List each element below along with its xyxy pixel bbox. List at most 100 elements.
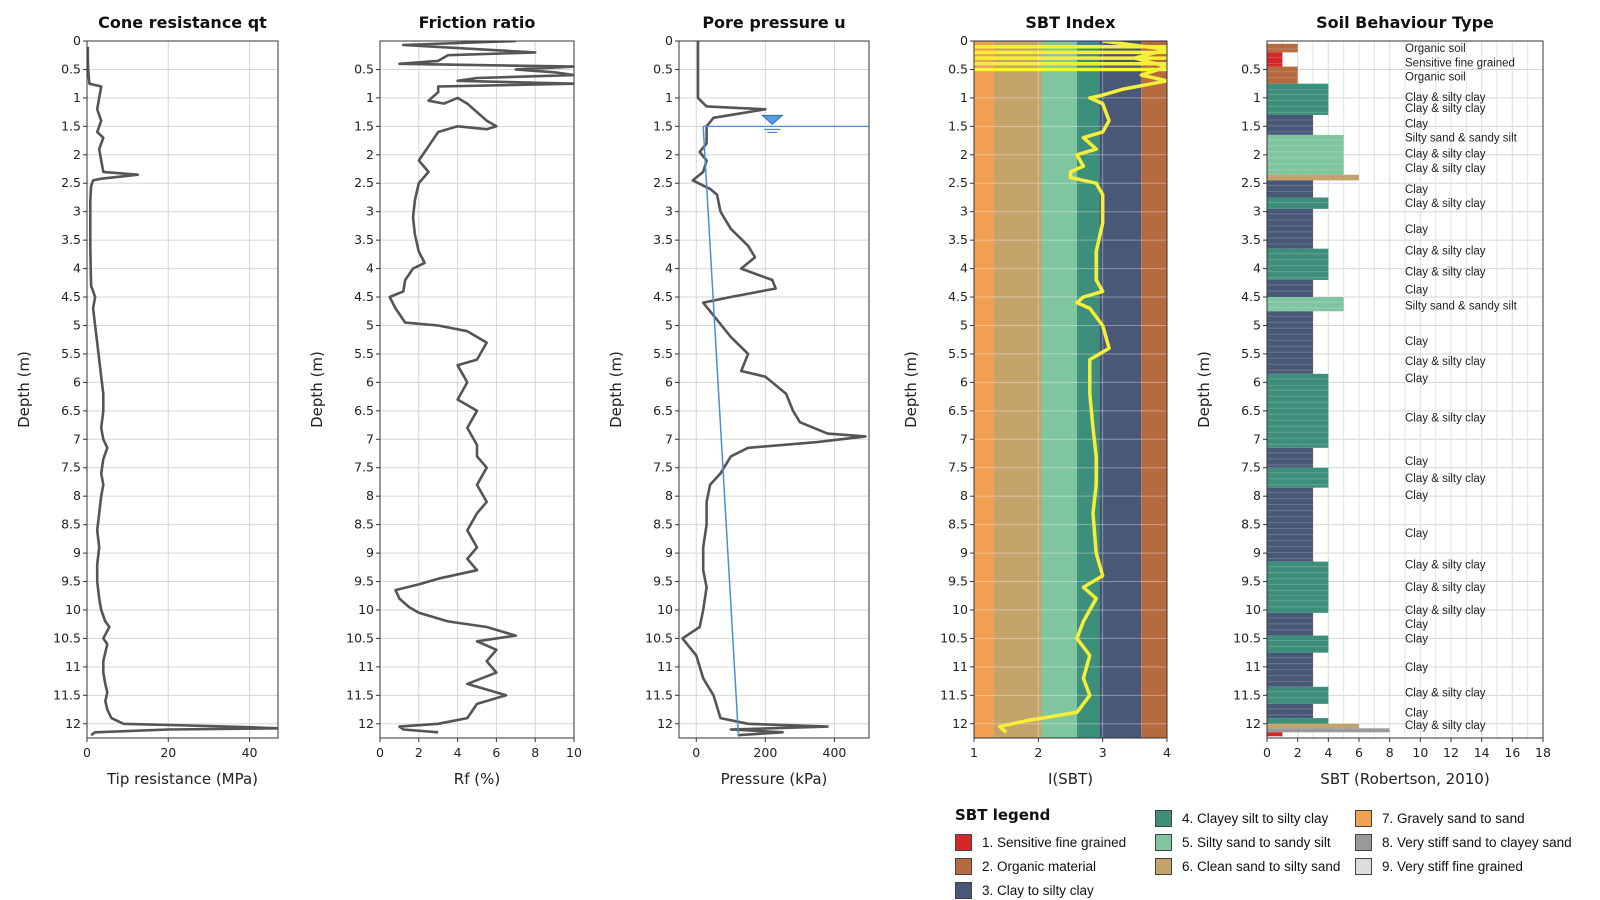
y-tick-label: 5	[665, 317, 673, 332]
x-tick-label: 0	[83, 745, 91, 760]
y-tick-label: 10	[657, 602, 673, 617]
y-tick-label: 6.5	[653, 403, 673, 418]
y-tick-label: 10.5	[1233, 630, 1261, 645]
y-tick-label: 9.5	[354, 574, 374, 589]
legend-label: 9. Very stiff fine grained	[1382, 858, 1523, 874]
y-tick-label: 3.5	[1241, 232, 1261, 247]
sbt-annotation: Clay & silty clay	[1405, 605, 1486, 617]
sbt-annotation: Clay	[1405, 619, 1428, 631]
sbt-bar	[1267, 208, 1313, 249]
y-tick-label: 9.5	[948, 574, 968, 589]
y-tick-label: 6.5	[354, 403, 374, 418]
y-tick-label: 7	[366, 431, 374, 446]
data-series-line	[681, 41, 867, 737]
x-tick-label: 0	[1263, 745, 1271, 760]
sbt-annotation: Clay & silty clay	[1405, 687, 1486, 699]
x-tick-label: 2	[415, 745, 423, 760]
legend-item-7: 7. Gravely sand to sand	[1355, 808, 1525, 828]
sbt-bar	[1267, 635, 1329, 653]
y-tick-label: 11	[358, 659, 374, 674]
x-axis-label: SBT (Robertson, 2010)	[1320, 770, 1489, 788]
y-tick-label: 7.5	[948, 460, 968, 475]
x-tick-label: 3	[1099, 745, 1107, 760]
chart-title: Cone resistance qt	[98, 13, 267, 32]
y-tick-label: 1	[960, 90, 968, 105]
legend-label: 8. Very stiff sand to clayey sand	[1382, 834, 1572, 850]
sbt-bar	[1267, 311, 1313, 374]
sbt-annotation: Clay	[1405, 285, 1428, 297]
y-tick-label: 5	[366, 317, 374, 332]
x-tick-label: 4	[1324, 745, 1332, 760]
y-tick-label: 12	[952, 716, 968, 731]
y-tick-label: 3	[665, 204, 673, 219]
y-tick-label: 4	[960, 261, 968, 276]
plot-frame	[1266, 40, 1544, 739]
y-tick-label: 6.5	[61, 403, 81, 418]
y-tick-label: 7	[960, 431, 968, 446]
x-tick-label: 18	[1535, 745, 1551, 760]
y-tick-label: 11	[657, 659, 673, 674]
sbt-zone-band	[1099, 41, 1142, 738]
sbt-bar	[1267, 114, 1313, 135]
legend-label: 5. Silty sand to sandy silt	[1182, 834, 1331, 850]
sbt-bar	[1267, 83, 1329, 90]
sbt-bar	[1267, 723, 1359, 729]
hydrostatic-line	[702, 126, 740, 736]
chart-title: Soil Behaviour Type	[1316, 13, 1494, 32]
y-tick-label: 4	[1253, 261, 1261, 276]
y-tick-label: 11	[1245, 659, 1261, 674]
x-tick-label: 2	[1034, 745, 1042, 760]
sbt-annotation: Organic soil	[1405, 43, 1466, 55]
plot-frame	[86, 40, 279, 739]
y-tick-label: 8	[73, 488, 81, 503]
legend-swatch	[1355, 833, 1372, 851]
y-tick-label: 12	[657, 716, 673, 731]
y-tick-label: 6	[665, 374, 673, 389]
y-tick-label: 3.5	[948, 232, 968, 247]
data-series-line	[388, 41, 574, 734]
y-tick-label: 10	[952, 602, 968, 617]
y-tick-label: 10.5	[346, 630, 374, 645]
y-tick-label: 0.5	[948, 61, 968, 76]
legend-label: 7. Gravely sand to sand	[1382, 810, 1525, 826]
y-tick-label: 2	[960, 147, 968, 162]
sbt-bar	[1267, 385, 1329, 448]
sbt-bar	[1267, 612, 1313, 636]
sbt-bar	[1267, 728, 1390, 733]
sbt-annotation: Clay	[1405, 119, 1428, 131]
y-tick-label: 5	[73, 317, 81, 332]
sbt-legend-title: SBT legend	[955, 806, 1051, 824]
sbt-annotation: Clay & silty clay	[1405, 92, 1486, 104]
y-tick-label: 10	[1245, 602, 1261, 617]
y-tick-label: 10	[358, 602, 374, 617]
x-tick-label: 8	[531, 745, 539, 760]
y-tick-label: 5	[960, 317, 968, 332]
sbt-annotation: Clay & silty clay	[1405, 720, 1486, 732]
legend-label: 1. Sensitive fine grained	[982, 834, 1127, 850]
y-axis-label: Depth (m)	[15, 351, 33, 428]
chart-title: SBT Index	[1025, 13, 1116, 32]
sbt-zone-band	[993, 41, 1042, 738]
y-tick-label: 7.5	[61, 460, 81, 475]
y-tick-label: 9	[366, 545, 374, 560]
y-tick-label: 11.5	[645, 687, 673, 702]
plot-frame	[973, 40, 1168, 739]
sbt-bar	[1267, 373, 1329, 386]
y-tick-label: 11	[952, 659, 968, 674]
legend-item-8: 8. Very stiff sand to clayey sand	[1355, 832, 1572, 852]
legend-label: 6. Clean sand to silty sand	[1182, 858, 1341, 874]
y-tick-label: 4.5	[354, 289, 374, 304]
sbt-annotation: Clay & silty clay	[1405, 266, 1486, 278]
chart-panel-4: 00.511.522.533.544.555.566.577.588.599.5…	[902, 13, 1171, 788]
sbt-annotation: Clay	[1405, 456, 1428, 468]
plot-frame	[678, 40, 870, 739]
y-tick-label: 8.5	[1241, 517, 1261, 532]
sbt-annotation: Clay & silty clay	[1405, 473, 1486, 485]
sbt-annotation: Clay	[1405, 662, 1428, 674]
y-tick-label: 6	[960, 374, 968, 389]
legend-swatch	[955, 833, 972, 851]
y-tick-label: 11.5	[346, 687, 374, 702]
chart-panel-1: 00.511.522.533.544.555.566.577.588.599.5…	[15, 13, 279, 788]
y-tick-label: 0	[73, 33, 81, 48]
y-tick-label: 2	[366, 147, 374, 162]
